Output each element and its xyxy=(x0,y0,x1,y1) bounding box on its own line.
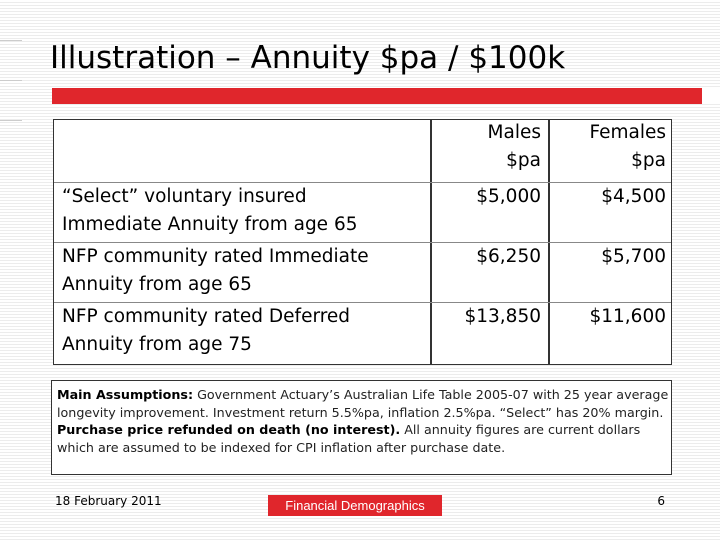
decorative-line xyxy=(0,80,22,81)
column-header-line: $pa xyxy=(506,150,541,171)
row-label: “Select” voluntary insured Immediate Ann… xyxy=(62,183,358,239)
females-value: $5,700 xyxy=(601,246,666,267)
assumptions-heading: Main Assumptions: xyxy=(57,387,194,402)
assumptions-text: Government Actuary’s Australian Life Tab… xyxy=(57,387,669,420)
decorative-line xyxy=(0,40,22,41)
column-header-males: Males $pa xyxy=(430,119,541,175)
row-label-line: Immediate Annuity from age 65 xyxy=(62,214,358,235)
assumptions-box: Main Assumptions: Government Actuary’s A… xyxy=(51,380,672,475)
row-divider xyxy=(54,242,671,243)
males-value: $13,850 xyxy=(464,306,541,327)
column-header-line: $pa xyxy=(631,150,666,171)
row-divider xyxy=(54,182,671,183)
footer-date: 18 February 2011 xyxy=(55,494,162,508)
row-label: NFP community rated Immediate Annuity fr… xyxy=(62,243,369,299)
title-accent-gap xyxy=(702,88,720,104)
row-divider xyxy=(54,302,671,303)
row-label-line: NFP community rated Immediate xyxy=(62,246,369,267)
assumptions-emphasis: Purchase price refunded on death (no int… xyxy=(57,422,401,437)
column-header-line: Males xyxy=(487,122,541,143)
females-value: $4,500 xyxy=(601,186,666,207)
row-label-line: Annuity from age 65 xyxy=(62,274,252,295)
females-value: $11,600 xyxy=(589,306,666,327)
row-label-line: Annuity from age 75 xyxy=(62,334,252,355)
decorative-line xyxy=(0,120,22,121)
page-number: 6 xyxy=(657,494,665,508)
annuity-table: Males $pa Females $pa “Select” voluntary… xyxy=(53,119,672,365)
title-accent-bar xyxy=(52,88,702,104)
males-value: $6,250 xyxy=(476,246,541,267)
row-label-line: NFP community rated Deferred xyxy=(62,306,351,327)
assumptions-text: All annuity figures are current dollars … xyxy=(57,422,641,455)
footer-logo: Financial Demographics xyxy=(268,495,442,516)
column-header-line: Females xyxy=(589,122,666,143)
row-label: NFP community rated Deferred Annuity fro… xyxy=(62,303,350,359)
slide-title: Illustration – Annuity $pa / $100k xyxy=(50,40,566,76)
row-label-line: “Select” voluntary insured xyxy=(62,186,307,207)
males-value: $5,000 xyxy=(476,186,541,207)
column-header-females: Females $pa xyxy=(548,119,666,175)
